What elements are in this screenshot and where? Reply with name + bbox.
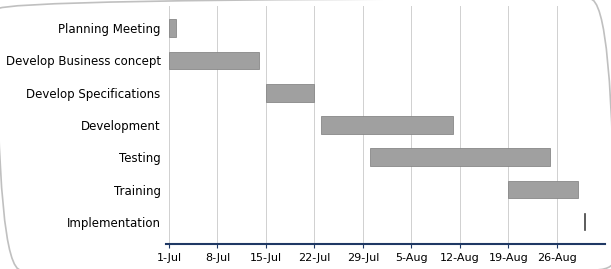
Bar xyxy=(370,148,550,166)
Bar xyxy=(169,52,259,69)
Bar xyxy=(169,19,176,37)
Bar xyxy=(508,181,578,199)
Bar xyxy=(266,84,315,102)
Bar xyxy=(321,116,453,134)
